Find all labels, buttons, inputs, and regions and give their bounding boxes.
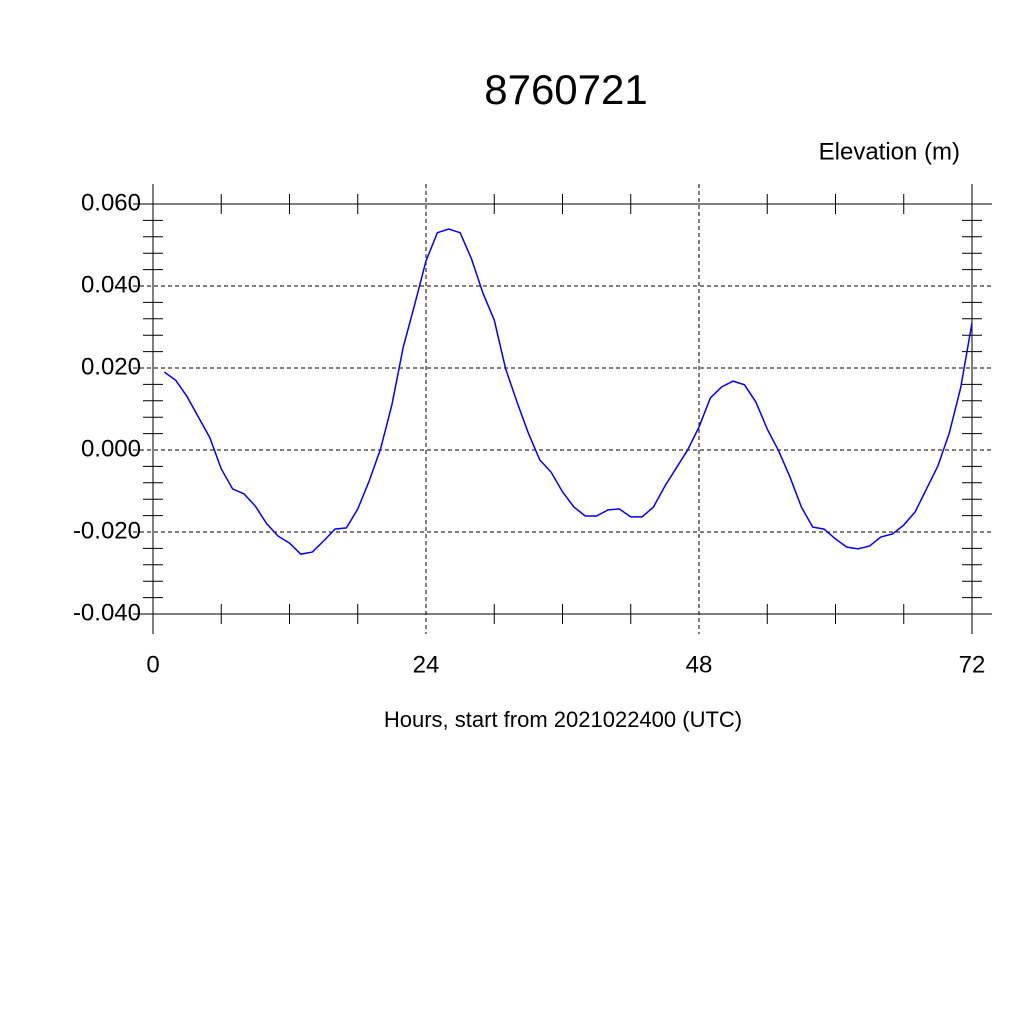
x-tick-label: 48 (686, 651, 713, 678)
x-axis-label: Hours, start from 2021022400 (UTC) (384, 707, 742, 732)
chart-title: 8760721 (484, 66, 648, 113)
y-tick-label: 0.060 (81, 189, 141, 216)
y-tick-label: 0.020 (81, 353, 141, 380)
y-tick-label: 0.000 (81, 435, 141, 462)
y-tick-label: -0.040 (73, 599, 141, 626)
x-tick-label: 24 (413, 651, 440, 678)
y-tick-label: 0.040 (81, 271, 141, 298)
x-tick-label: 0 (146, 651, 159, 678)
y-axis-label: Elevation (m) (819, 138, 960, 165)
data-line (163, 228, 973, 555)
y-tick-label: -0.020 (73, 517, 141, 544)
x-tick-label: 72 (959, 651, 986, 678)
